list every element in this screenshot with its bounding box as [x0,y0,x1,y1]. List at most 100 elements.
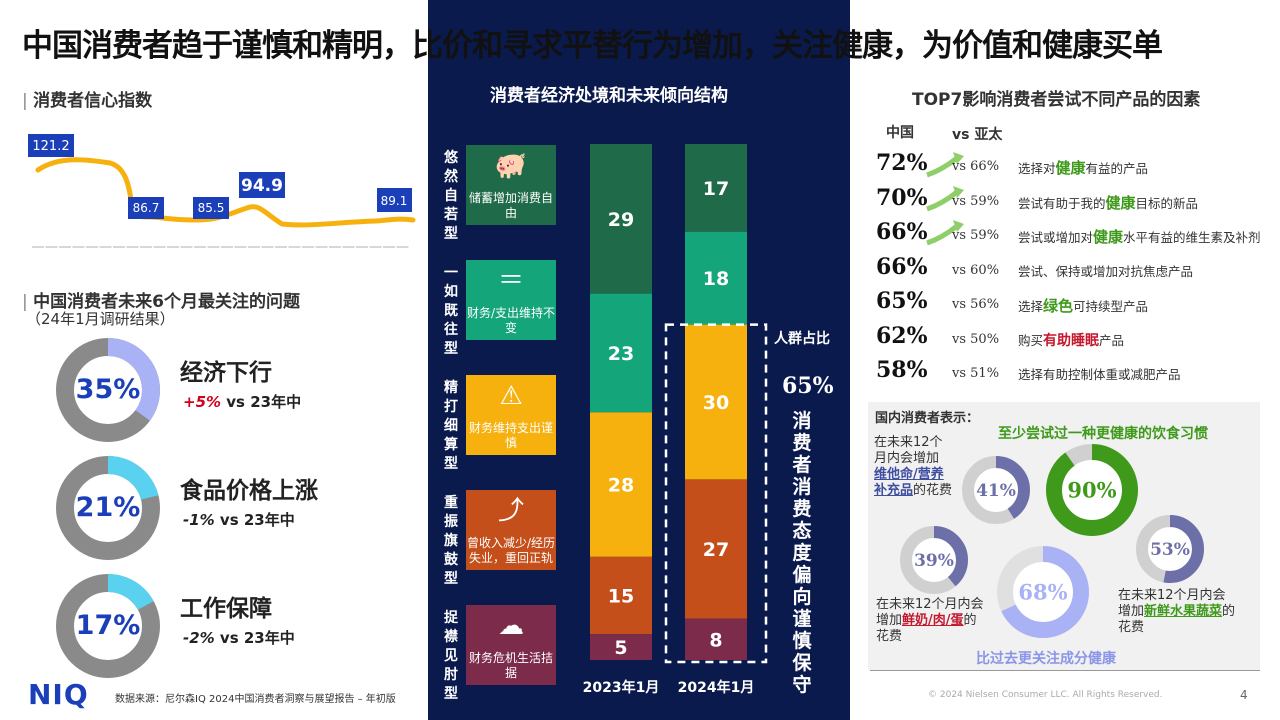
issues-section-title: | 中国消费者未来6个月最关注的问题 [22,292,300,312]
factor-apac-pct: vs 66% [952,159,1000,174]
issue-name: 经济下行 [180,360,272,386]
issue-name: 工作保障 [180,596,272,622]
svg-text:41%: 41% [976,481,1016,501]
confidence-line-chart: 121.2 86.7 85.5 94.9 89.1 [28,134,416,248]
tick-mark [45,246,58,248]
issue-pct: 21% [76,492,141,523]
issue-delta: -1% vs 23年中 [183,511,295,529]
bar-value: 29 [608,209,634,231]
factor-china-pct: 65% [876,288,928,314]
category-card: 🐖 储蓄增加消费自由 [466,145,556,225]
category-card: ⚠ 财务维持支出谨慎 [466,375,556,455]
factor-apac-pct: vs 60% [952,262,1000,278]
category-vertical-label: 悠然自若型 [444,150,458,242]
bar-category-label: 2023年1月 [583,679,660,696]
vertical-note: 消费者消费态度偏向谨慎保守 [792,410,812,696]
category-vertical-label: 捉襟见肘型 [444,610,458,702]
factor-china-pct: 58% [876,357,928,383]
donut-41: 41% [962,456,1030,524]
donut-arc [56,456,160,560]
bar-segment [590,412,652,557]
callout-85: 85.5 [198,201,225,215]
factor-china-pct: 66% [876,219,928,245]
category-card: ☁ 财务危机生活拮据 [466,605,556,685]
arrow-up-icon [926,224,959,246]
issue-donut: 17% [56,574,160,678]
donut-arc [56,574,160,678]
bar-value: 5 [614,637,627,659]
category-card: ⤴ 曾收入减少/经历失业，重回正轨 [466,490,556,570]
category-card: ＝ 财务/支出维持不变 [466,260,556,340]
bar-segment [590,144,652,294]
d53-text: 在未来12个月内会 增加新鲜水果蔬菜的 花费 [1118,588,1236,635]
arrow-up-icon [926,190,959,212]
tick-mark [99,246,112,248]
factor-china-pct: 70% [876,184,928,211]
bar-value: 18 [703,268,729,290]
svg-text:90%: 90% [1067,477,1116,502]
bar-category-label: 2024年1月 [678,679,755,696]
factor-apac-pct: vs 59% [952,228,1000,243]
arrow-up-icon [926,156,959,178]
svg-text:53%: 53% [1150,540,1190,560]
tick-mark [356,246,368,248]
bar-segment [685,618,747,660]
issue-delta: -2% vs 23年中 [183,629,295,647]
tick-mark [86,246,98,248]
callout-86: 86.7 [133,201,160,215]
share-label: 人群占比 [774,331,830,347]
d41-text: 在未来12个 月内会增加 维他命/营养 补充品的花费 [874,435,953,498]
bar-segment [685,479,747,619]
tick-mark [329,246,341,248]
divider [870,670,1260,671]
tick-mark [288,246,301,248]
callout-94: 94.9 [241,176,283,196]
tick-mark [207,246,220,248]
bar-segment [590,556,652,635]
tick-mark [59,246,71,248]
rebound-arrow-icon: ⤴ [497,496,524,526]
factor-text: 选择有助控制体重或减肥产品 [1018,367,1181,382]
factor-text: 尝试有助于我的健康目标的新品 [1018,193,1199,212]
bar-segment [590,293,652,413]
share-value: 65% [782,373,834,399]
bar-value: 15 [608,586,634,608]
equals-icon: ＝ [497,266,524,296]
category-card-label: 财务维持支出谨慎 [468,421,553,450]
category-vertical-label: 精打细算型 [444,380,458,472]
page-title: 中国消费者趋于谨慎和精明，比价和寻求平替行为增加，关注健康，为价值和健康买单 [22,28,1163,64]
factor-apac-pct: vs 50% [952,331,1000,347]
stacked-bar-chart: 29 23 28 15 5 2023年1月 17 18 30 27 8 2024年1月 [583,144,768,696]
factor-text: 购买有助睡眠产品 [1018,332,1125,349]
tick-mark [221,246,233,248]
factor-text: 选择绿色可持续型产品 [1018,297,1149,315]
tick-mark [234,246,247,248]
bar-value: 27 [703,539,729,561]
tick-mark [369,246,382,248]
tick-mark [126,246,139,248]
bar-segment [685,231,747,325]
confidence-line [35,157,416,228]
factor-apac-pct: vs 59% [952,193,1000,209]
issue-donut: 35% [56,338,160,442]
category-card-label: 财务/支出维持不变 [466,306,556,335]
tick-mark [140,246,152,248]
bar-value: 28 [608,475,634,497]
callout-121: 121.2 [32,139,69,154]
niq-logo: NIQ [28,678,89,711]
donut-68: 68% [997,546,1089,638]
tick-mark [383,246,395,248]
tick-mark [396,246,409,248]
storm-cloud-icon: ☁ [498,611,524,641]
tick-mark [275,246,287,248]
col-china: 中国 [886,125,914,141]
factor-apac-pct: vs 56% [952,297,1000,312]
issues-subtitle: （24年1月调研结果） [26,310,175,328]
piggy-bank-icon: 🐖 [494,151,528,181]
callout-box [28,134,74,157]
issue-donut: 21% [56,456,160,560]
issue-pct: 35% [76,374,141,405]
health-footer: 比过去更关注成分健康 [976,651,1116,667]
habit-title: 至少尝试过一种更健康的饮食习惯 [998,426,1208,442]
category-vertical-label: 重振旗鼓型 [444,495,458,587]
